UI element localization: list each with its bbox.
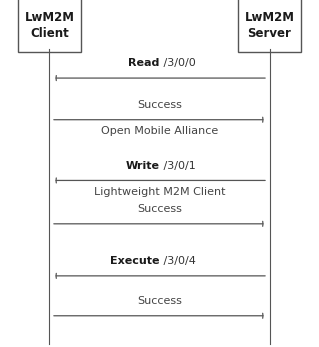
Text: Open Mobile Alliance: Open Mobile Alliance <box>101 126 218 136</box>
Text: Lightweight M2M Client: Lightweight M2M Client <box>94 187 225 197</box>
Text: /3/0/0: /3/0/0 <box>160 58 195 68</box>
Text: Success: Success <box>137 204 182 214</box>
Text: /3/0/1: /3/0/1 <box>160 161 195 171</box>
Text: Execute: Execute <box>110 256 160 266</box>
Text: Write: Write <box>125 161 160 171</box>
FancyBboxPatch shape <box>238 0 301 52</box>
Text: Success: Success <box>137 296 182 306</box>
Text: Success: Success <box>137 100 182 110</box>
Text: Read: Read <box>128 58 160 68</box>
Text: /3/0/4: /3/0/4 <box>160 256 195 266</box>
Text: LwM2M
Client: LwM2M Client <box>25 11 74 40</box>
FancyBboxPatch shape <box>18 0 81 52</box>
Text: LwM2M
Server: LwM2M Server <box>245 11 294 40</box>
